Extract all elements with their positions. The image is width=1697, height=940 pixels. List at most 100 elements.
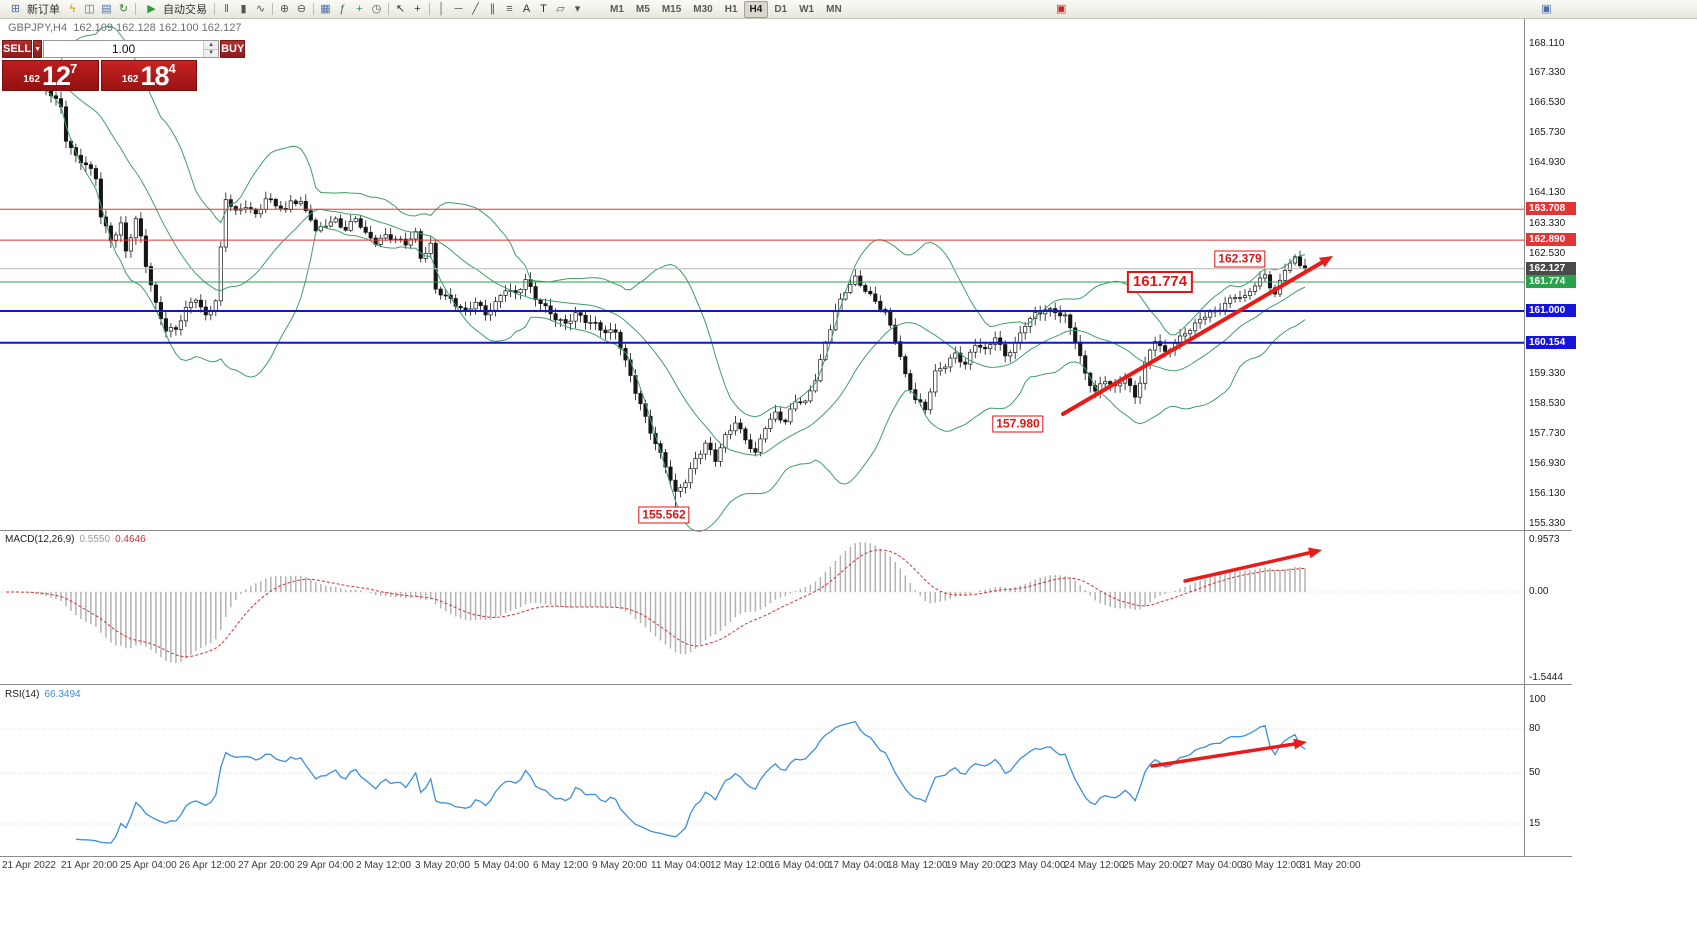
- time-label: 27 Apr 20:00: [238, 860, 295, 871]
- trendline-icon[interactable]: ╱: [472, 3, 479, 15]
- timeframe-m30-button[interactable]: M30: [693, 3, 713, 15]
- rsi-value: 66.3494: [44, 689, 81, 700]
- timeframe-m5-button[interactable]: M5: [635, 3, 650, 15]
- macd-main-value: 0.5550: [79, 534, 111, 545]
- zoom-in-icon[interactable]: ⊕: [279, 3, 290, 15]
- time-label: 25 May 20:00: [1123, 860, 1184, 871]
- time-label: 31 May 20:00: [1300, 860, 1361, 871]
- time-label: 17 May 04:00: [828, 860, 889, 871]
- time-label: 21 Apr 20:00: [61, 860, 118, 871]
- time-label: 11 May 04:00: [651, 860, 711, 871]
- toolbar-separator: [388, 3, 389, 15]
- market-watch-icon[interactable]: ▤: [101, 3, 112, 15]
- timeframe-w1-button[interactable]: W1: [799, 3, 815, 15]
- chevron-down-icon[interactable]: ▼: [33, 40, 43, 58]
- timeframe-m1-button[interactable]: M1: [610, 3, 624, 15]
- lightning-icon[interactable]: ϟ: [69, 3, 76, 15]
- axis-label: 156.930: [1529, 458, 1566, 469]
- macd-panel-divider[interactable]: [0, 530, 1572, 531]
- axis-label: 156.130: [1529, 488, 1566, 499]
- period-clock-icon[interactable]: ◷: [371, 3, 382, 15]
- axis-label: 0.9573: [1529, 534, 1560, 545]
- axis-label: 80: [1529, 723, 1541, 734]
- timeframe-h1-button[interactable]: H1: [724, 3, 738, 15]
- axis-label: 162.530: [1529, 248, 1566, 259]
- autotrading-button[interactable]: ▶ 自动交易: [139, 1, 211, 17]
- time-label: 19 May 20:00: [946, 860, 1007, 871]
- timeframe-h4-button[interactable]: H4: [743, 0, 769, 18]
- label-icon[interactable]: T: [540, 3, 547, 15]
- line-chart-icon[interactable]: ∿: [255, 3, 266, 15]
- time-label: 9 May 20:00: [592, 860, 648, 871]
- volume-field: ▲ ▼: [43, 40, 220, 58]
- time-label: 6 May 12:00: [533, 860, 589, 871]
- axis-label: 164.930: [1529, 157, 1566, 168]
- fibonacci-icon[interactable]: ≡: [506, 3, 513, 15]
- cursor-icon[interactable]: ↖: [395, 3, 406, 15]
- zoom-out-icon[interactable]: ⊖: [296, 3, 307, 15]
- axis-label: 0.00: [1529, 586, 1549, 597]
- indicators-icon[interactable]: ƒ: [339, 3, 346, 15]
- price-tag: 160.154: [1526, 336, 1576, 349]
- bar-chart-icon[interactable]: ‖: [224, 3, 229, 15]
- channel-icon[interactable]: ∥: [489, 3, 496, 15]
- autotrading-label: 自动交易: [163, 4, 207, 16]
- refresh-icon[interactable]: ↻: [118, 3, 129, 15]
- vertical-line-icon[interactable]: │: [438, 3, 445, 15]
- toolbar-group-windows: ϟ ◫ ▤ ↻: [64, 1, 139, 17]
- timeframe-d1-button[interactable]: D1: [774, 3, 788, 15]
- window-icon[interactable]: ▣: [1541, 3, 1552, 15]
- volume-input[interactable]: [44, 41, 204, 57]
- toolbar-separator: [135, 3, 136, 15]
- axis-label: 157.730: [1529, 428, 1566, 439]
- horizontal-line-icon[interactable]: ─: [454, 3, 463, 15]
- price-annotation[interactable]: 157.980: [992, 415, 1044, 433]
- axis-label: 155.330: [1529, 518, 1566, 529]
- timeframe-m15-button[interactable]: M15: [661, 3, 682, 15]
- stepper-down-icon[interactable]: ▼: [204, 49, 219, 57]
- price-tag: 161.000: [1526, 304, 1576, 317]
- timeframe-mn-button[interactable]: MN: [826, 3, 842, 15]
- chart-windows-icon[interactable]: ◫: [84, 3, 95, 15]
- bid-big-figure: 162: [23, 74, 40, 85]
- symbol-ohlc-info: GBPJPY,H4 162.109 162.128 162.100 162.12…: [8, 22, 242, 34]
- rsi-indicator-label: RSI(14) 66.3494: [5, 689, 81, 700]
- macd-signal-value: 0.4646: [115, 534, 146, 545]
- price-annotation[interactable]: 161.774: [1126, 271, 1194, 293]
- axis-label: 164.130: [1529, 187, 1566, 198]
- arrow-tools-caret-icon[interactable]: ▾: [574, 3, 581, 15]
- axis-label: 158.530: [1529, 398, 1566, 409]
- candlestick-chart-icon[interactable]: ▮: [240, 3, 247, 15]
- time-label: 16 May 04:00: [769, 860, 830, 871]
- axis-label: -1.5444: [1529, 672, 1563, 683]
- time-label: 5 May 04:00: [474, 860, 530, 871]
- time-label: 30 May 12:00: [1241, 860, 1302, 871]
- axis-label: 165.730: [1529, 127, 1566, 138]
- text-icon[interactable]: A: [522, 3, 531, 15]
- tile-windows-icon[interactable]: ▦: [320, 3, 331, 15]
- time-label: 3 May 20:00: [415, 860, 471, 871]
- buy-button[interactable]: BUY: [220, 40, 246, 58]
- axis-label: 159.330: [1529, 368, 1566, 379]
- main-toolbar: ⊞ 新订单 ϟ ◫ ▤ ↻ ▶ 自动交易 ‖ ▮ ∿ ⊕ ⊖ ▦ ƒ + ◷ ↖ + │ ─ ╱ ∥ ≡ A T ▱ ▾ M…: [0, 0, 1697, 19]
- sell-button[interactable]: SELL: [2, 40, 33, 58]
- new-order-button[interactable]: ⊞ 新订单: [3, 1, 64, 17]
- price-axis: 168.110 167.330 166.530 165.730 164.930 164.1…: [1524, 17, 1576, 874]
- price-annotation[interactable]: 162.379: [1214, 250, 1266, 268]
- crosshair-icon[interactable]: +: [414, 3, 421, 15]
- chart-canvas[interactable]: [0, 0, 1524, 856]
- shapes-icon[interactable]: ▱: [556, 3, 565, 15]
- expert-stop-icon[interactable]: ▣: [1055, 3, 1067, 15]
- toolbar-separator: [429, 3, 430, 15]
- time-label: 2 May 12:00: [356, 860, 412, 871]
- stepper-up-icon[interactable]: ▲: [204, 41, 219, 50]
- new-order-icon: ⊞: [10, 3, 21, 15]
- price-tag: 161.774: [1526, 275, 1576, 288]
- time-label: 21 Apr 2022: [2, 860, 56, 871]
- ask-price-tile[interactable]: 162 18 4: [100, 60, 197, 91]
- add-indicator-icon[interactable]: +: [356, 3, 363, 15]
- price-annotation[interactable]: 155.562: [638, 506, 690, 524]
- bid-price-tile[interactable]: 162 12 7: [2, 60, 99, 91]
- rsi-panel-divider[interactable]: [0, 684, 1572, 685]
- price-tag: 162.127: [1526, 262, 1576, 275]
